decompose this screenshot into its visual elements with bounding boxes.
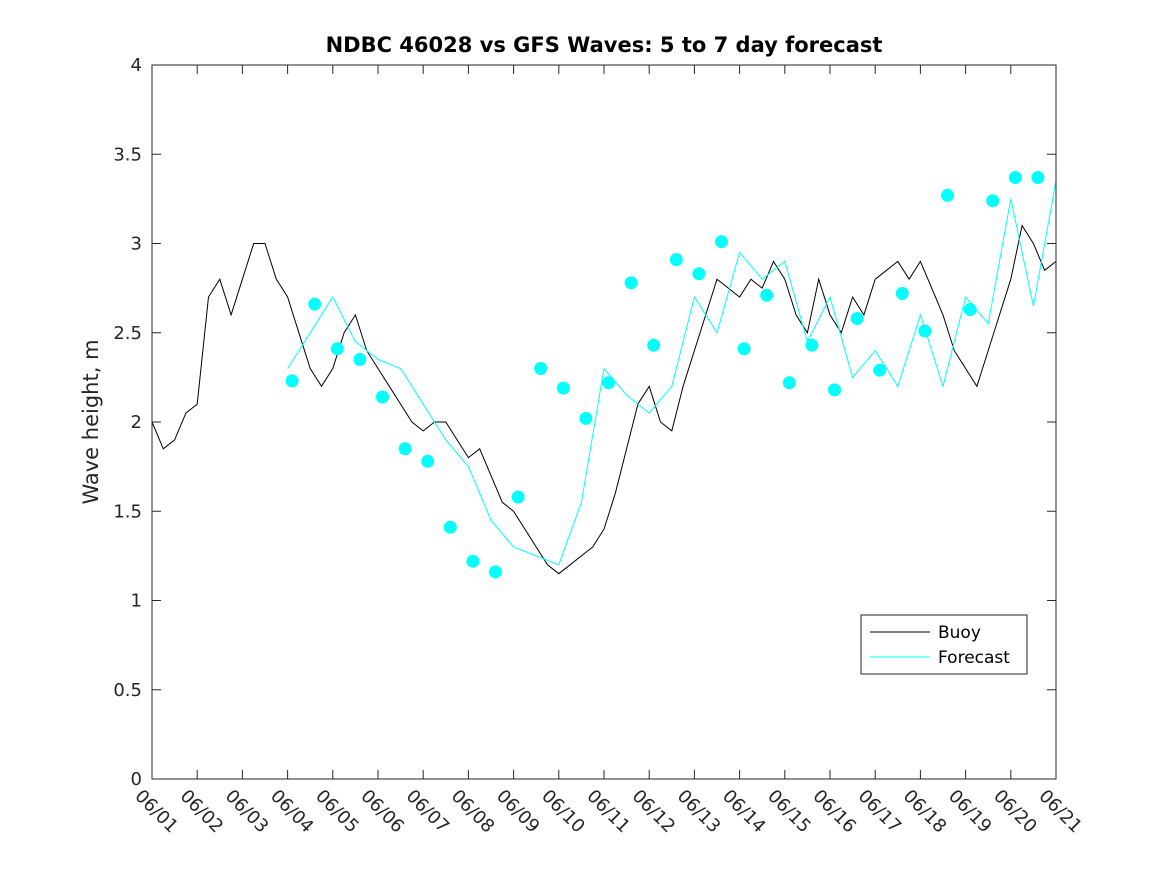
forecast-point xyxy=(602,376,615,390)
legend-box xyxy=(860,614,1028,675)
forecast-point xyxy=(1031,171,1045,184)
forecast-point xyxy=(715,235,728,249)
x-tick-label: 06/03 xyxy=(221,786,273,838)
forecast-point xyxy=(986,194,1000,208)
x-tick-label: 06/18 xyxy=(899,786,951,838)
forecast-point xyxy=(805,338,819,352)
forecast-point xyxy=(873,363,887,377)
x-tick-label: 06/10 xyxy=(537,786,589,838)
y-axis: 0 0.5 1 1.5 2 2.5 3 3.5 4 xyxy=(113,55,1056,790)
series-line-forecast xyxy=(287,180,1057,566)
x-tick-label: 06/17 xyxy=(854,786,906,838)
x-tick-label: 06/01 xyxy=(130,786,182,838)
forecast-point xyxy=(1008,171,1022,184)
forecast-point xyxy=(579,411,593,425)
forecast-point xyxy=(692,267,706,281)
forecast-point xyxy=(760,288,774,302)
forecast-point xyxy=(669,253,683,267)
x-tick-label: 06/07 xyxy=(402,786,454,838)
series-line-buoy xyxy=(151,224,1057,575)
forecast-point xyxy=(534,362,548,375)
forecast-point xyxy=(511,490,525,504)
forecast-point xyxy=(489,565,502,579)
y-tick-label: 0 xyxy=(131,769,142,790)
x-tick-label: 06/14 xyxy=(718,786,770,838)
forecast-point xyxy=(850,312,864,325)
x-tick-label: 06/04 xyxy=(266,786,318,838)
y-tick-label: 2.5 xyxy=(113,323,142,344)
y-tick-label: 1.5 xyxy=(113,501,142,522)
y-tick-label: 3.5 xyxy=(113,144,142,165)
legend: Buoy Forecast xyxy=(860,614,1028,675)
forecast-point xyxy=(398,442,412,456)
x-tick-label: 06/02 xyxy=(176,786,228,838)
legend-buoy-label: Buoy xyxy=(938,623,981,643)
chart-title: NDBC 46028 vs GFS Waves: 5 to 7 day fore… xyxy=(326,33,883,57)
forecast-point xyxy=(556,381,570,395)
forecast-point xyxy=(330,342,344,356)
x-axis: 06/0106/0206/0306/0406/0506/0606/0706/08… xyxy=(130,65,1086,837)
y-tick-label: 1 xyxy=(131,591,142,612)
x-tick-label: 06/16 xyxy=(808,786,860,838)
forecast-point xyxy=(443,520,457,534)
forecast-point xyxy=(376,390,389,404)
x-tick-label: 06/12 xyxy=(628,786,680,838)
x-tick-label: 06/19 xyxy=(944,786,996,838)
series-layer xyxy=(151,180,1057,575)
x-tick-label: 06/20 xyxy=(989,786,1041,838)
forecast-point xyxy=(782,376,796,390)
legend-forecast-label: Forecast xyxy=(938,648,1010,668)
forecast-point xyxy=(308,297,322,311)
x-tick-label: 06/21 xyxy=(1034,786,1086,838)
forecast-point xyxy=(895,287,909,300)
forecast-point xyxy=(647,338,661,352)
y-tick-label: 3 xyxy=(131,234,142,255)
forecast-point xyxy=(737,342,751,356)
y-tick-label: 2 xyxy=(131,412,142,433)
forecast-point xyxy=(466,554,480,568)
x-tick-label: 06/15 xyxy=(763,786,815,838)
y-axis-label: Wave height, m xyxy=(79,339,103,504)
forecast-point xyxy=(624,276,638,290)
x-tick-label: 06/11 xyxy=(582,786,634,838)
y-tick-label: 0.5 xyxy=(113,680,142,701)
x-tick-label: 06/06 xyxy=(356,786,408,838)
x-tick-label: 06/05 xyxy=(311,786,363,838)
forecast-point xyxy=(941,188,954,202)
forecast-point xyxy=(918,324,932,338)
y-tick-label: 4 xyxy=(131,55,142,76)
x-tick-label: 06/09 xyxy=(492,786,544,838)
forecast-point xyxy=(353,353,367,366)
forecast-point xyxy=(285,374,299,388)
forecast-point xyxy=(828,383,841,397)
x-tick-label: 06/08 xyxy=(447,786,499,838)
forecast-point xyxy=(421,454,435,468)
marker-layer xyxy=(285,171,1045,579)
x-tick-label: 06/13 xyxy=(673,786,725,838)
forecast-point xyxy=(963,303,977,316)
